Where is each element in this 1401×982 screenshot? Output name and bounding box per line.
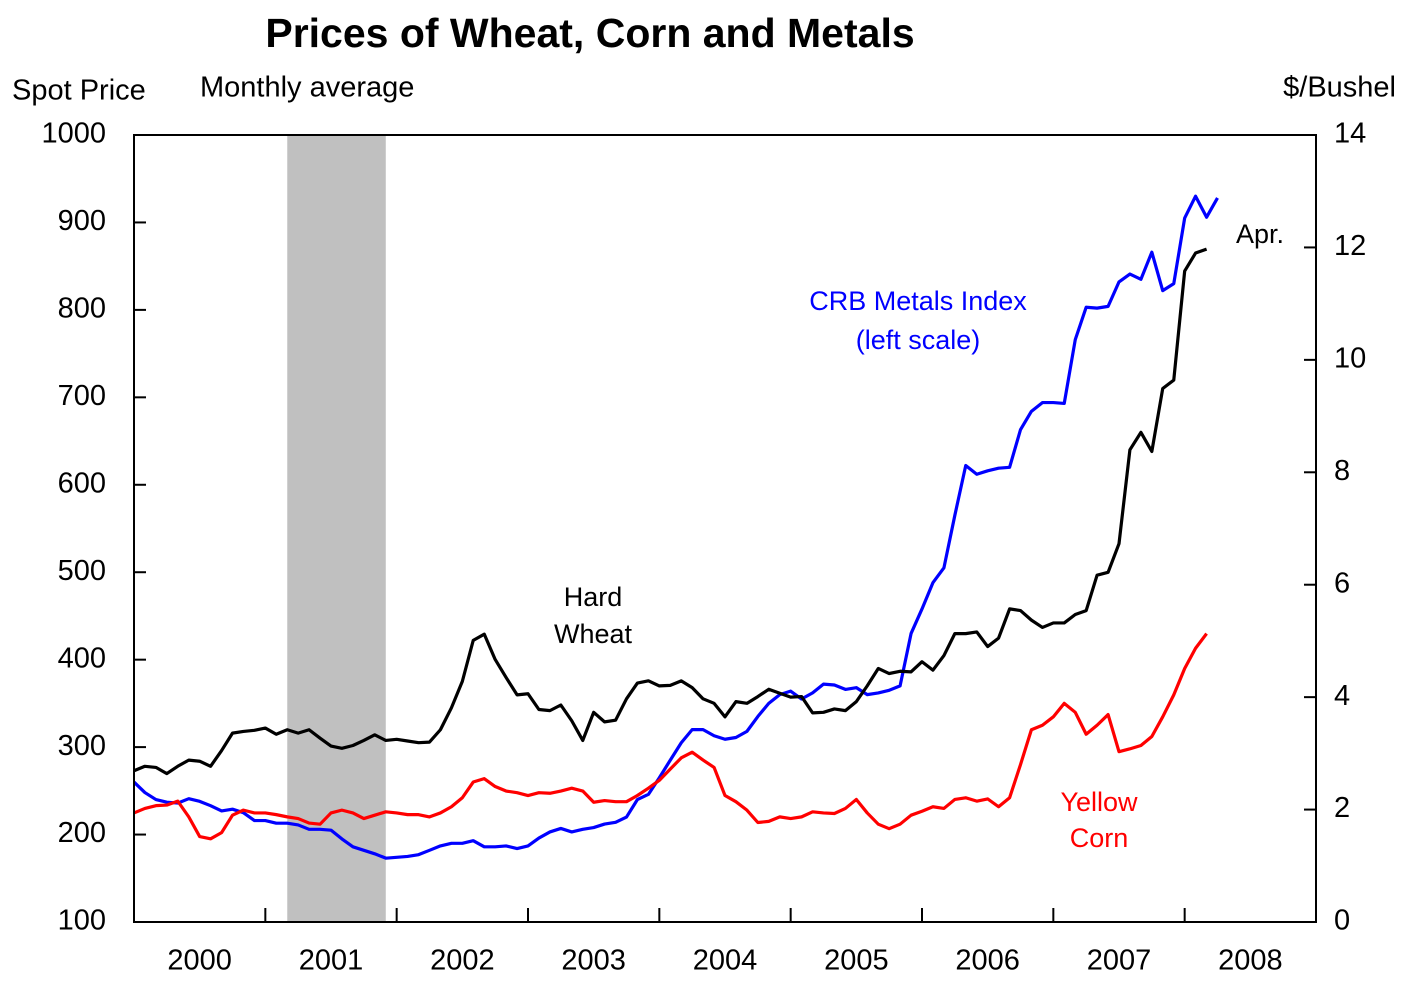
series-line [132, 194, 1219, 860]
annotation: Corn [1070, 823, 1129, 853]
x-tick-label: 2003 [561, 945, 626, 977]
y-tick-label: 1000 [41, 118, 106, 150]
y2-tick-label: 10 [1334, 343, 1366, 375]
annotation: Apr. [1236, 219, 1284, 249]
annotation: CRB Metals Index [809, 286, 1027, 316]
y2-tick-label: 4 [1334, 680, 1350, 712]
x-tick-label: 2006 [955, 945, 1020, 977]
y-tick-label: 700 [58, 380, 106, 412]
y-tick-label: 600 [58, 467, 106, 499]
chart-title: Prices of Wheat, Corn and Metals [265, 10, 914, 56]
annotation: Wheat [554, 619, 633, 649]
y-axis-label: Spot Price [12, 75, 146, 107]
y-tick-label: 800 [58, 293, 106, 325]
y2-axis-label: $/Bushel [1283, 72, 1396, 104]
recession-shading [287, 135, 386, 922]
x-tick-label: 2001 [299, 945, 364, 977]
annotation: Yellow [1060, 787, 1138, 817]
y-tick-label: 300 [58, 730, 106, 762]
y2-tick-label: 2 [1334, 792, 1350, 824]
subtitle: Monthly average [200, 72, 414, 104]
annotation: Hard [564, 582, 623, 612]
y2-tick-label: 6 [1334, 567, 1350, 599]
x-tick-label: 2004 [693, 945, 758, 977]
x-tick-label: 2005 [824, 945, 889, 977]
series-line [133, 247, 1208, 776]
y-tick-label: 200 [58, 817, 106, 849]
y2-tick-label: 0 [1334, 905, 1350, 937]
y-tick-label: 500 [58, 555, 106, 587]
plot-frame [133, 134, 1317, 923]
series-line [133, 632, 1208, 841]
y-tick-label: 900 [58, 205, 106, 237]
x-tick-label: 2008 [1218, 945, 1283, 977]
y2-tick-label: 8 [1334, 455, 1350, 487]
y-tick-label: 400 [58, 642, 106, 674]
y2-tick-label: 12 [1334, 230, 1366, 262]
y2-tick-label: 14 [1334, 118, 1366, 150]
x-tick-label: 2007 [1087, 945, 1152, 977]
x-tick-label: 2000 [167, 945, 232, 977]
x-tick-label: 2002 [430, 945, 495, 977]
y-tick-label: 100 [58, 905, 106, 937]
annotation: (left scale) [856, 325, 981, 355]
